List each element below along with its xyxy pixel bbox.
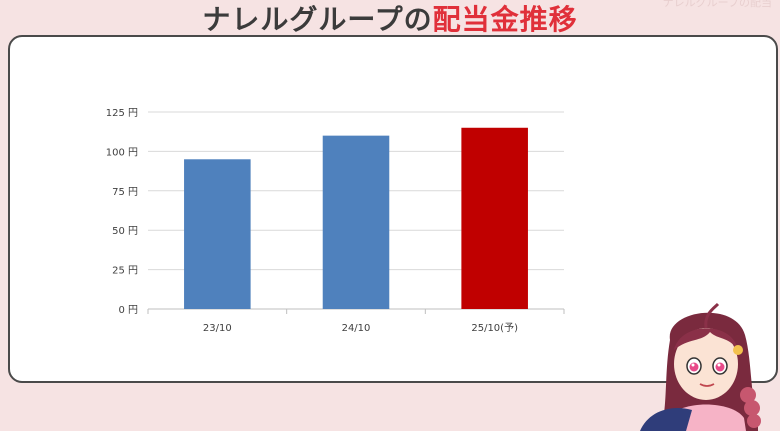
y-tick-label: 25 円 bbox=[112, 266, 138, 277]
x-tick-label: 25/10(予) bbox=[471, 322, 518, 334]
bar bbox=[184, 159, 251, 309]
character-avatar bbox=[640, 302, 761, 431]
x-tick-label: 23/10 bbox=[203, 323, 232, 334]
y-tick-label: 100 円 bbox=[106, 147, 138, 158]
y-tick-label: 0 円 bbox=[118, 305, 138, 316]
watermark: ナレルグループの配当 bbox=[662, 0, 772, 9]
y-tick-label: 75 円 bbox=[112, 187, 138, 198]
y-tick-label: 125 円 bbox=[106, 108, 138, 119]
x-tick-label: 24/10 bbox=[342, 323, 371, 334]
chart-card: 0 円 25 円 50 円 75 円 100 円 125 円 23/10 24/10 25/10… bbox=[8, 35, 778, 383]
bar-forecast bbox=[461, 127, 528, 309]
page-title: ナレルグループの配当金推移 bbox=[0, 2, 780, 38]
y-tick-label: 50 円 bbox=[112, 226, 138, 237]
bar bbox=[322, 135, 390, 309]
page-title-accent: 配当金推移 bbox=[432, 3, 578, 36]
dividend-bar-chart: 0 円 25 円 50 円 75 円 100 円 125 円 23/10 24/10 25/10… bbox=[106, 108, 565, 334]
page-title-main: ナレルグループの bbox=[202, 3, 433, 36]
